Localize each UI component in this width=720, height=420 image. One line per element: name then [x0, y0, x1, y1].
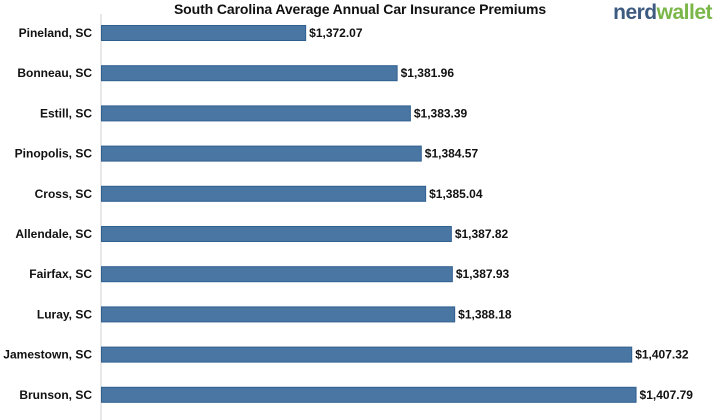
- value-label: $1,383.39: [414, 106, 468, 120]
- value-label: $1,388.18: [458, 307, 512, 321]
- category-label: Cross, SC: [35, 187, 93, 201]
- category-labels: Pineland, SC Bonneau, SC Estill, SC Pinopol…: [3, 26, 92, 402]
- bars: [101, 25, 637, 403]
- value-label: $1,372.07: [309, 26, 363, 40]
- category-label: Fairfax, SC: [29, 267, 92, 281]
- category-label: Bonneau, SC: [17, 66, 92, 80]
- bar: [101, 346, 633, 363]
- bar: [101, 306, 456, 323]
- bar: [101, 65, 398, 82]
- value-label: $1,387.93: [456, 267, 510, 281]
- bar: [101, 185, 427, 202]
- bar: [101, 386, 637, 403]
- chart-title: South Carolina Average Annual Car Insura…: [173, 1, 547, 17]
- logo-text-wallet: wallet: [656, 1, 713, 24]
- bar: [101, 25, 307, 41]
- category-label: Estill, SC: [40, 106, 92, 120]
- category-label: Pineland, SC: [19, 26, 93, 40]
- bar: [101, 105, 411, 122]
- nerdwallet-logo: nerdwallet: [613, 1, 712, 25]
- value-labels: $1,372.07 $1,381.96 $1,383.39 $1,384.57 $1,3…: [309, 26, 693, 402]
- value-label: $1,385.04: [429, 187, 483, 201]
- category-label: Brunson, SC: [19, 388, 92, 402]
- category-label: Allendale, SC: [15, 227, 92, 241]
- bar: [101, 145, 422, 162]
- category-label: Jamestown, SC: [3, 348, 92, 362]
- logo-text-nerd: nerd: [613, 1, 657, 24]
- category-label: Pinopolis, SC: [15, 147, 93, 161]
- value-label: $1,387.82: [455, 227, 509, 241]
- value-label: $1,407.79: [640, 388, 694, 402]
- bar: [101, 266, 453, 283]
- category-label: Luray, SC: [37, 307, 92, 321]
- value-label: $1,407.32: [635, 348, 689, 362]
- value-label: $1,381.96: [401, 66, 455, 80]
- bar: [101, 226, 452, 242]
- value-label: $1,384.57: [425, 147, 479, 161]
